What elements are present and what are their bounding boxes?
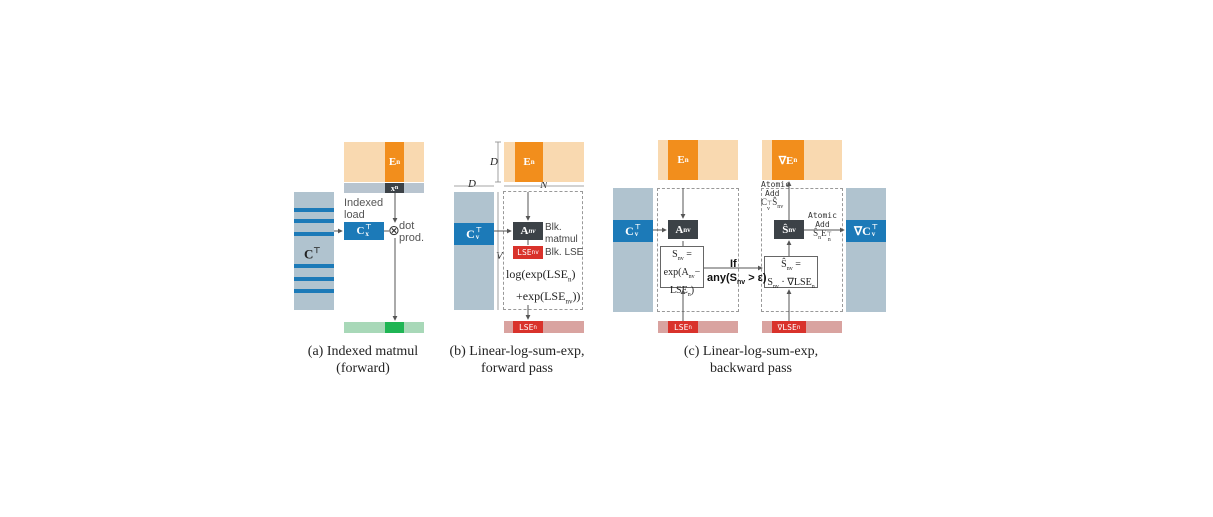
lsen-cell-b: LSE n bbox=[513, 321, 543, 333]
lsenv-box-b: LSE nv bbox=[513, 246, 543, 259]
ct-stripe bbox=[294, 208, 334, 212]
cv-matrix-b bbox=[454, 192, 494, 310]
en-band bbox=[344, 142, 424, 182]
ct-stripe bbox=[294, 289, 334, 293]
lse-formula-line2: +exp(LSEnv)) bbox=[516, 289, 581, 306]
output-cell bbox=[385, 322, 404, 333]
ct-xn-box: C ⊤ x bbox=[344, 222, 384, 240]
d-top-label: D bbox=[490, 156, 498, 168]
atomic-add-1-label: Atomic Add C ⊤ v Ŝnv bbox=[761, 180, 790, 212]
block-dashed-b bbox=[503, 191, 583, 310]
grad-cv-row-c: ∇C ⊤ v bbox=[846, 220, 886, 242]
if-label: If bbox=[730, 258, 737, 270]
grad-cv-matrix-c bbox=[846, 188, 886, 312]
cv-row-b: C ⊤ v bbox=[454, 223, 494, 245]
ct-stripe bbox=[294, 232, 334, 236]
v-label: V bbox=[496, 250, 503, 262]
caption-c: (c) Linear-log-sum-exp, backward pass bbox=[683, 344, 819, 376]
ct-stripe bbox=[294, 277, 334, 281]
snv-formula-box: Snv = exp(Anv− LSEn) bbox=[660, 246, 704, 298]
atomic-add-2-label: Atomic Add ŜnE ⊤ n bbox=[808, 211, 837, 243]
otimes-symbol: ⊗ bbox=[388, 223, 400, 239]
dot-prod-label: dot prod. bbox=[399, 220, 425, 244]
grad-en-column-c: ∇E n bbox=[772, 140, 804, 180]
blk-lse-label: Blk. LSE bbox=[545, 247, 584, 258]
any-condition-label: any(Snv > ε) bbox=[707, 272, 767, 287]
xn-band bbox=[344, 183, 424, 193]
indexed-load-label: Indexed load bbox=[344, 197, 384, 221]
ct-stripe bbox=[294, 264, 334, 268]
output-band bbox=[344, 322, 424, 333]
caption-a: (a) Indexed matmul (forward) bbox=[307, 344, 419, 376]
caption-b: (b) Linear-log-sum-exp, forward pass bbox=[449, 344, 585, 376]
ct-label: C⊤ bbox=[304, 246, 321, 262]
cv-row-c: C ⊤ v bbox=[613, 220, 653, 242]
cv-matrix-c bbox=[613, 188, 653, 312]
shat-formula-box: Ŝnv = Snv · ∇LSEn bbox=[764, 256, 818, 290]
d-left-label: D bbox=[468, 178, 476, 190]
lse-formula-line1: log(exp(LSEn) bbox=[506, 267, 576, 284]
block-dashed-c-right bbox=[761, 188, 843, 312]
grad-lsen-cell-c: ∇LSE n bbox=[772, 321, 806, 333]
ct-stripe bbox=[294, 219, 334, 223]
block-dashed-c-left bbox=[657, 188, 739, 312]
n-label: N bbox=[540, 179, 548, 191]
lsen-cell-c: LSE n bbox=[668, 321, 698, 333]
blk-matmul-label: Blk. matmul bbox=[545, 222, 578, 245]
